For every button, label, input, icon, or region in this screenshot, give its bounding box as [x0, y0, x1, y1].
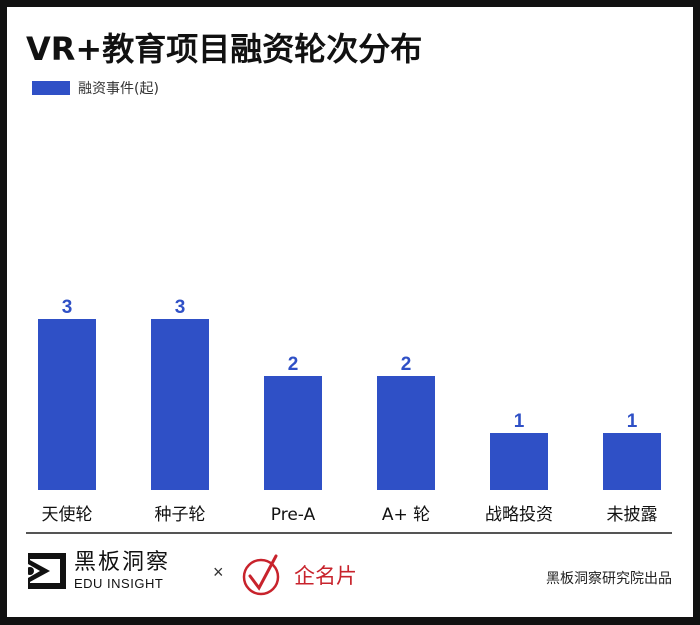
bar: [151, 319, 209, 490]
logo-chinese-text: 黑板洞察: [74, 550, 171, 575]
bar-value-label: 2: [401, 354, 412, 375]
footer-divider: [26, 532, 672, 534]
bar: [264, 376, 322, 490]
credit-text: 黑板洞察研究院出品: [546, 571, 672, 587]
x-tick-label: 未披露: [607, 505, 658, 525]
legend-label: 融资事件(起): [78, 81, 159, 97]
eye-logo-icon: [28, 553, 66, 589]
bar-value-label: 1: [627, 411, 638, 432]
logo-english-text: EDU INSIGHT: [74, 576, 164, 591]
partner-name: 企名片: [294, 564, 357, 588]
x-tick-label: 种子轮: [155, 505, 206, 525]
bar: [377, 376, 435, 490]
collab-cross: ×: [213, 562, 224, 582]
bar: [38, 319, 96, 490]
x-tick-label: 天使轮: [42, 504, 93, 525]
bar-value-label: 1: [514, 411, 525, 432]
chart-card: [7, 7, 693, 617]
edu-insight-logo: 黑板洞察 EDU INSIGHT: [28, 552, 170, 590]
x-tick-label: 战略投资: [485, 505, 553, 525]
chart-title: VR+教育项目融资轮次分布: [26, 30, 423, 68]
x-tick-label: Pre-A: [271, 505, 316, 525]
check-circle-logo-icon: [242, 554, 280, 596]
bar-value-label: 2: [288, 354, 299, 375]
legend-swatch: [32, 81, 70, 95]
qimingpian-logo: 企名片: [240, 552, 357, 598]
bar-value-label: 3: [175, 297, 186, 318]
bar: [603, 433, 661, 490]
bar: [490, 433, 548, 490]
legend: 融资事件(起): [32, 78, 159, 98]
x-tick-label: A+ 轮: [382, 505, 430, 525]
bar-value-label: 3: [62, 297, 73, 318]
